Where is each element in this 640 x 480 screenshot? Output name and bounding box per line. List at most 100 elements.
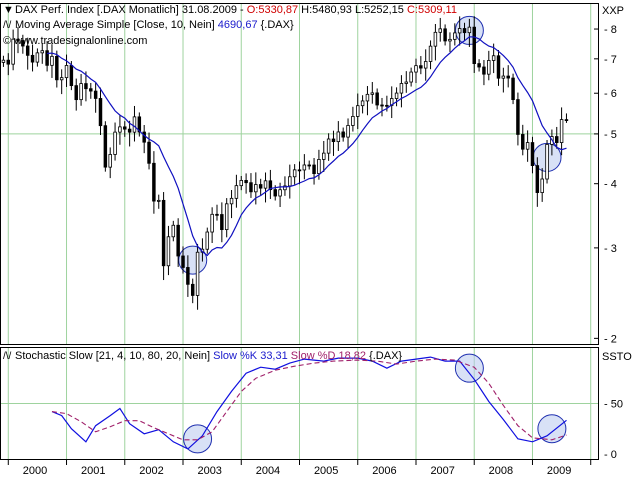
highlight-circle-0 (178, 245, 208, 275)
candle-body-2001-05 (84, 83, 88, 90)
candle-2003-10 (224, 198, 229, 238)
x-tick-label-2003: 2003 (197, 465, 221, 477)
candle-body-2003-08 (215, 213, 219, 216)
candle-2005-03 (307, 160, 311, 170)
candle-body-2008-10 (516, 99, 520, 135)
legend-down-icon: ▼ (3, 4, 14, 16)
candle-body-2004-01 (239, 180, 243, 187)
candle-2005-06 (322, 140, 326, 173)
candle-2004-03 (249, 173, 253, 198)
candle-body-2007-02 (419, 65, 423, 69)
candle-2000-04 (21, 34, 25, 54)
candle-body-2004-12 (292, 169, 297, 178)
candle-body-2007-12 (467, 26, 472, 34)
candle-2002-01 (123, 121, 127, 137)
candle-2002-12 (176, 218, 180, 267)
candle-2000-11 (55, 50, 59, 88)
x-tick-label-2004: 2004 (256, 465, 280, 477)
stochastic-params: Stochastic Slow [21, 4, 10, 80, 20, Nein… (15, 350, 213, 362)
candle-body-2008-02 (477, 63, 481, 68)
candle-2002-11 (171, 220, 176, 242)
candle-2009-03 (540, 168, 544, 202)
candle-2002-04 (137, 112, 142, 137)
candle-2000-01 (6, 53, 11, 76)
candle-2007-07 (443, 24, 447, 46)
candle-2003-12 (234, 174, 239, 208)
candle-2003-02 (186, 255, 190, 297)
candle-body-2000-01 (6, 59, 11, 65)
legend-line-2: Moving Average Simple [Close, 10, Nein] … (15, 19, 294, 31)
candle-body-2000-10 (50, 55, 54, 66)
candle-body-2004-03 (249, 182, 253, 193)
candle-body-2004-02 (244, 180, 248, 184)
candle-2005-12 (351, 106, 355, 132)
candle-body-2002-06 (147, 141, 151, 164)
candle-body-2009-02 (535, 165, 540, 193)
legend-ma-label: Moving Average Simple [Close, 10, Nein] (15, 19, 218, 31)
legend-high-low: H:5480,93 L:5252,15 (298, 4, 407, 16)
candle-body-2004-06 (263, 180, 268, 189)
candle-body-2005-08 (331, 138, 336, 143)
candle-body-2008-11 (521, 134, 525, 150)
stochastic-d-value: Slow %D 18,82 (291, 350, 366, 362)
candle-body-2000-03 (16, 38, 20, 41)
y-tick-label-2: - 2 (604, 333, 617, 345)
candle-body-2003-01 (181, 255, 185, 268)
stochastic-legend-text: Stochastic Slow [21, 4, 10, 80, 20, Nein… (15, 350, 402, 362)
candle-body-2002-07 (152, 162, 156, 202)
candle-2009-01 (530, 136, 535, 174)
candle-2001-06 (89, 82, 93, 99)
candle-2003-03 (190, 278, 195, 304)
candle-body-2008-08 (506, 75, 510, 79)
candle-2008-12 (525, 130, 530, 162)
candle-2009-04 (545, 139, 549, 184)
candle-2002-05 (142, 125, 146, 154)
candle-2006-09 (394, 87, 399, 107)
candle-body-2008-03 (482, 66, 486, 75)
candle-body-2009-06 (555, 136, 559, 143)
candle-body-2005-04 (312, 164, 316, 175)
candle-body-2008-01 (472, 26, 476, 64)
candle-2002-08 (157, 194, 161, 209)
legend-block: ▼ DAX Perf. Index [.DAX Monatlich] 31.08… (3, 4, 457, 47)
candle-2005-09 (336, 121, 341, 151)
candle-body-2002-08 (157, 199, 161, 202)
candle-body-2001-11 (113, 131, 117, 155)
candle-body-2005-01 (297, 169, 302, 172)
candle-body-2003-02 (186, 267, 190, 285)
legend-close: C:5309,11 (407, 4, 457, 16)
candle-body-2007-05 (433, 31, 438, 47)
candle-2006-10 (399, 75, 404, 108)
candle-2005-10 (341, 127, 345, 142)
candle-2006-11 (404, 71, 409, 93)
candle-2004-07 (268, 169, 273, 199)
candle-body-2009-04 (545, 144, 549, 180)
candle-body-2001-07 (93, 90, 98, 99)
candle-2003-06 (205, 227, 210, 254)
candle-2008-02 (477, 59, 481, 72)
candle-2000-05 (25, 37, 30, 70)
candle-2009-02 (535, 157, 540, 207)
candle-body-2005-11 (346, 125, 350, 138)
candle-2003-01 (181, 246, 185, 274)
candle-2000-12 (59, 69, 64, 95)
candle-body-2001-02 (69, 65, 74, 87)
candle-2001-11 (113, 122, 117, 161)
candle-2001-12 (118, 114, 122, 145)
candle-2006-01 (356, 93, 360, 130)
y-tick-label-5: - 5 (604, 129, 617, 141)
candle-body-2009-01 (530, 142, 535, 166)
candle-2007-12 (467, 18, 472, 47)
candle-body-2006-06 (380, 104, 384, 107)
candle-body-2005-05 (317, 159, 321, 175)
candle-2007-03 (423, 49, 428, 81)
candle-2006-04 (370, 82, 375, 104)
candle-2003-09 (220, 202, 224, 243)
candle-body-2000-11 (55, 55, 59, 81)
candle-body-2004-10 (283, 185, 287, 191)
x-tick-label-2000: 2000 (23, 465, 47, 477)
candle-2003-08 (215, 204, 219, 221)
candle-2004-04 (254, 172, 258, 205)
candle-2004-02 (244, 173, 248, 194)
candle-body-2005-12 (351, 116, 355, 126)
